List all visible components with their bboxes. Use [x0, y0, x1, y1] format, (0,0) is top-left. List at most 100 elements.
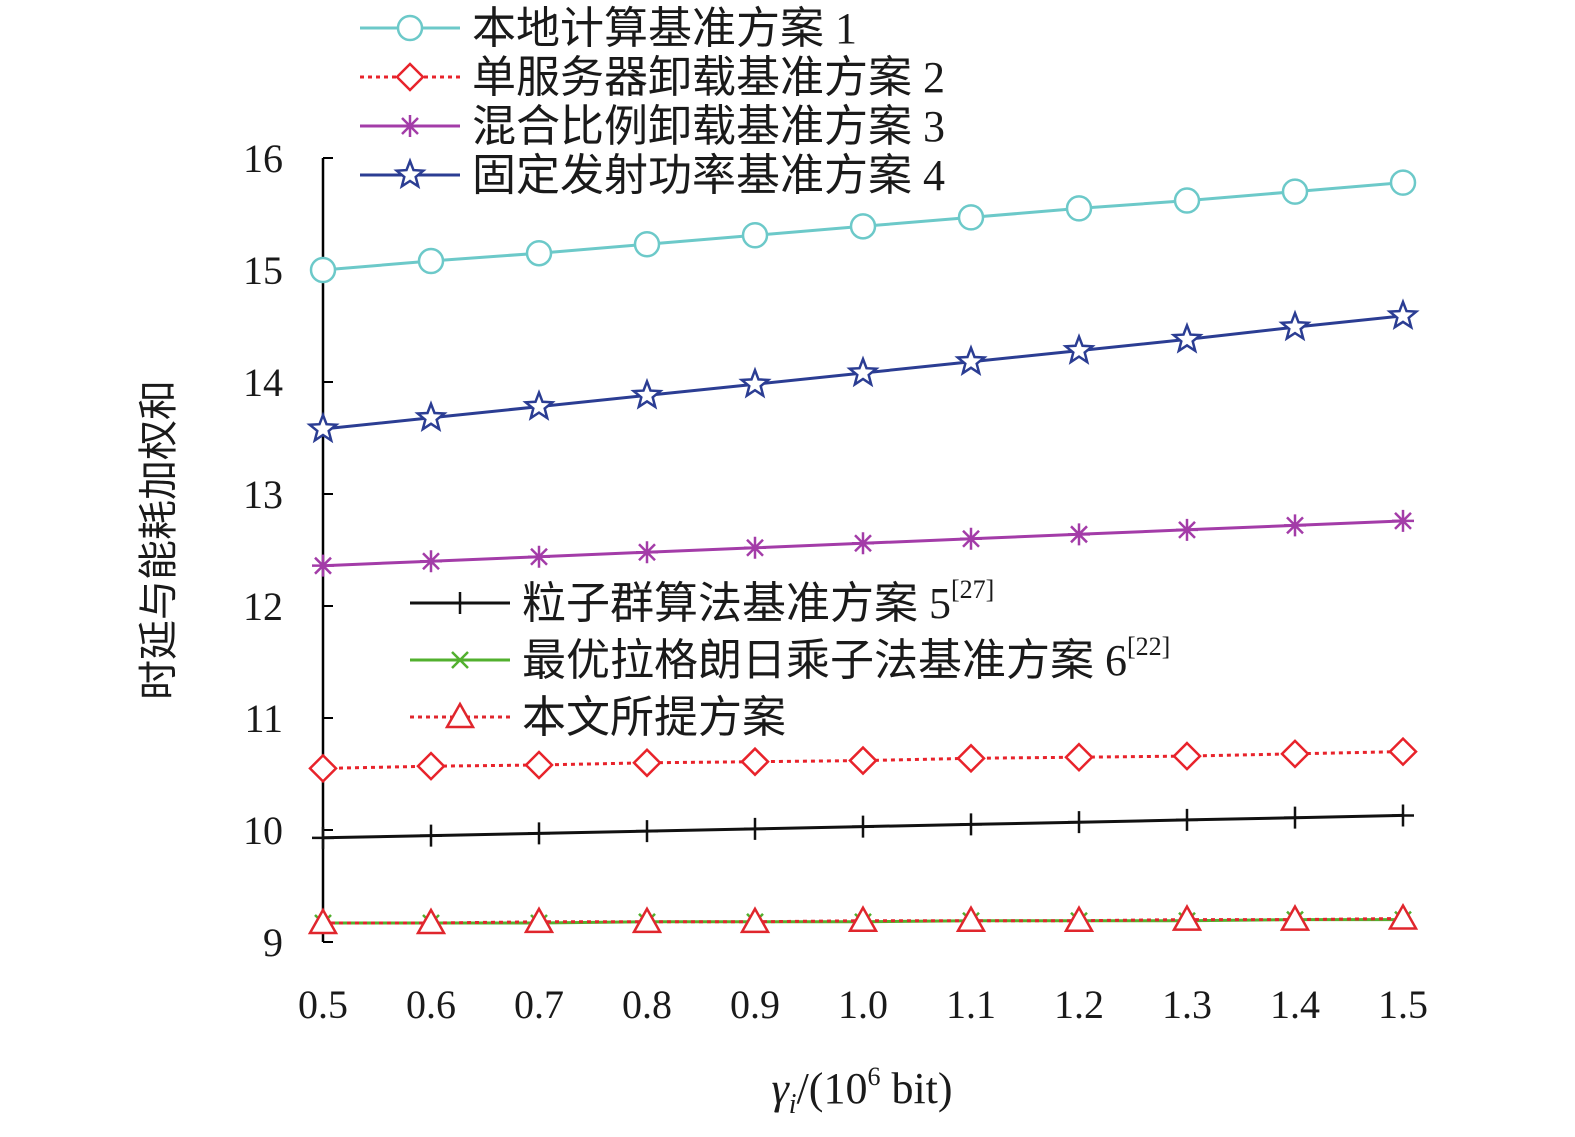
data-point	[960, 527, 982, 550]
legend-item: 混合比例卸载基准方案 3	[360, 101, 945, 152]
data-point	[525, 239, 553, 267]
x-tick-label: 0.6	[406, 982, 456, 1027]
data-point	[740, 746, 770, 777]
data-point	[306, 411, 340, 444]
data-point	[1281, 178, 1309, 205]
data-point	[852, 815, 874, 838]
legend-swatch-marker	[449, 592, 471, 614]
series-1	[309, 169, 1417, 284]
data-point	[528, 822, 550, 845]
data-point	[957, 204, 985, 231]
x-tick-label: 0.8	[622, 982, 672, 1027]
legend-item: 本地计算基准方案 1	[360, 3, 857, 54]
data-point	[1172, 741, 1202, 771]
data-point	[960, 813, 982, 836]
legend-label: 本文所提方案	[522, 692, 786, 743]
x-tick-label: 1.4	[1270, 982, 1320, 1027]
legend-item: 固定发射功率基准方案 4	[360, 150, 945, 201]
legend-label: 单服务器卸载基准方案 2	[472, 52, 945, 103]
data-point	[1176, 808, 1198, 831]
legend-swatch-marker	[451, 651, 469, 669]
x-tick-label: 1.5	[1378, 982, 1428, 1027]
data-point	[954, 344, 988, 377]
legend-swatch-marker	[396, 14, 424, 42]
data-point	[523, 906, 555, 934]
x-tick-label: 1.2	[1054, 982, 1104, 1027]
data-point	[307, 907, 339, 935]
data-point	[1386, 298, 1420, 331]
y-tick-label: 14	[243, 360, 283, 405]
data-point	[636, 541, 658, 564]
data-point	[1392, 509, 1414, 532]
legend-item: 本文所提方案	[410, 692, 786, 743]
data-point	[420, 824, 442, 847]
data-point	[1064, 742, 1094, 772]
legend-middle: 粒子群算法基准方案 5[27]最优拉格朗日乘子法基准方案 6[22] 本文所提方案	[410, 575, 1170, 743]
series-2	[308, 736, 1418, 784]
data-point	[1284, 514, 1306, 537]
data-point	[738, 366, 772, 399]
data-point	[1170, 321, 1204, 354]
y-tick-label: 11	[244, 696, 283, 741]
data-point	[417, 247, 445, 275]
data-point	[1062, 333, 1096, 365]
data-point	[1392, 804, 1414, 827]
y-axis-title: 时延与能耗加权和	[136, 380, 182, 700]
data-point	[1279, 904, 1311, 931]
data-point	[312, 554, 334, 577]
data-point	[309, 256, 337, 284]
data-point	[1389, 169, 1417, 196]
data-point	[522, 389, 556, 421]
series-3	[312, 509, 1414, 577]
legend-item: 单服务器卸载基准方案 2	[360, 52, 945, 103]
data-point	[739, 906, 771, 934]
data-point	[1176, 518, 1198, 541]
data-point	[1280, 739, 1310, 769]
data-point	[1068, 811, 1090, 834]
data-point	[1065, 195, 1093, 222]
data-point	[852, 532, 874, 555]
x-axis-title: γi/(106 bit)	[771, 1062, 952, 1120]
data-point	[956, 743, 986, 774]
y-tick-label: 16	[243, 136, 283, 181]
data-point	[1173, 187, 1201, 214]
data-point	[1068, 523, 1090, 546]
y-tick-label: 13	[243, 472, 283, 517]
legend-label: 最优拉格朗日乘子法基准方案 6[22]	[522, 632, 1170, 686]
legend-swatch-marker	[444, 701, 476, 729]
legend-label: 粒子群算法基准方案 5[27]	[522, 575, 994, 629]
series-7	[307, 902, 1419, 935]
x-tick-label: 1.3	[1162, 982, 1212, 1027]
data-point	[955, 905, 987, 932]
data-point	[416, 751, 446, 781]
data-point	[415, 907, 447, 935]
data-point	[741, 222, 769, 249]
data-point	[414, 400, 448, 433]
x-tick-label: 0.9	[730, 982, 780, 1027]
data-point	[1284, 806, 1306, 829]
y-tick-label: 9	[263, 920, 283, 965]
data-point	[744, 817, 766, 840]
legend-swatch-marker	[395, 62, 425, 92]
data-point	[308, 753, 338, 784]
data-point	[636, 820, 658, 843]
legend-label: 固定发射功率基准方案 4	[472, 150, 945, 201]
data-point	[1278, 309, 1312, 342]
y-tick-label: 12	[243, 584, 283, 629]
data-point	[631, 906, 663, 934]
y-tick-label: 10	[243, 808, 283, 853]
data-point	[420, 550, 442, 573]
data-point	[632, 748, 662, 778]
data-point	[528, 545, 550, 568]
legend-item: 最优拉格朗日乘子法基准方案 6[22]	[410, 632, 1170, 686]
data-point	[848, 745, 878, 776]
data-point	[1388, 736, 1418, 767]
x-tick-label: 1.0	[838, 982, 888, 1027]
series-4	[306, 298, 1420, 444]
legend-label: 本地计算基准方案 1	[472, 3, 857, 54]
data-point	[630, 377, 664, 410]
data-point	[1387, 902, 1419, 930]
legend-label: 混合比例卸载基准方案 3	[472, 101, 945, 152]
